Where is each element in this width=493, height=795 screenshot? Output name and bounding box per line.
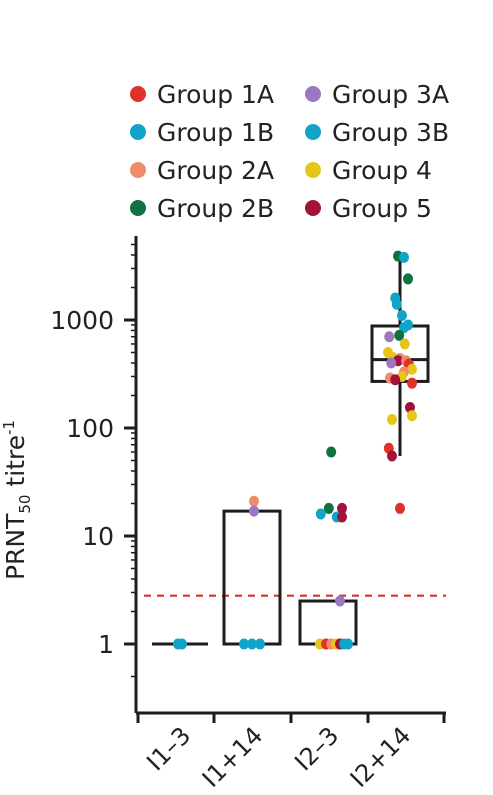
x-tick-label: I1–3	[141, 721, 196, 776]
data-point	[337, 511, 347, 523]
y-tick-label: 10	[82, 522, 114, 551]
legend-label: Group 5	[332, 194, 432, 223]
legend-label: Group 4	[332, 156, 432, 185]
data-point	[249, 505, 259, 517]
axis-layer: 1 10 100 1000 I1–3 I1+14 I2–3 I2+14	[50, 235, 446, 793]
data-point	[399, 338, 410, 350]
data-point	[394, 329, 405, 341]
data-point	[399, 322, 409, 334]
y-axis-label: PRNT50 titre-1	[0, 420, 34, 580]
legend-label: Group 1B	[157, 118, 274, 147]
legend-label: Group 1A	[157, 80, 274, 109]
data-point	[407, 377, 417, 389]
data-point	[405, 401, 415, 413]
data-point	[391, 298, 402, 310]
x-tick-label: I2–3	[289, 721, 344, 776]
y-tick-label: 100	[66, 414, 114, 443]
legend-marker	[130, 124, 146, 140]
y-axis-label-sub: 50	[16, 495, 34, 514]
legend-label: Group 2B	[157, 194, 274, 223]
box-rect	[298, 599, 358, 646]
data-point	[387, 413, 397, 425]
box-rect	[222, 509, 282, 646]
legend: Group 1A Group 1B Group 2A Group 2B Group 3A…	[130, 80, 449, 223]
legend-marker	[130, 86, 146, 102]
data-point	[326, 446, 337, 458]
legend-label: Group 2A	[157, 156, 274, 185]
data-point	[390, 374, 401, 386]
x-tick-label: I1+14	[197, 721, 268, 792]
data-point	[337, 502, 347, 514]
y-axis-label-mid: titre	[1, 435, 30, 495]
data-point	[335, 595, 345, 607]
y-tick-label: 1	[98, 630, 114, 659]
data-point	[386, 357, 397, 369]
legend-marker	[305, 124, 321, 140]
data-point	[384, 331, 395, 343]
box-2	[222, 509, 282, 646]
data-point	[343, 638, 353, 650]
legend-marker	[305, 86, 321, 102]
data-point	[397, 310, 407, 322]
data-point	[249, 495, 259, 507]
box-3	[298, 599, 358, 646]
data-point	[255, 638, 265, 650]
x-tick-label: I2+14	[345, 721, 416, 792]
y-tick-label: 1000	[50, 306, 114, 335]
legend-marker	[130, 162, 146, 178]
data-point	[403, 273, 413, 285]
data-point	[407, 410, 417, 422]
legend-label: Group 3A	[332, 80, 449, 109]
data-point	[387, 450, 397, 462]
data-point	[315, 508, 326, 520]
data-point	[407, 363, 417, 375]
y-axis-label-sup: -1	[0, 420, 18, 435]
legend-label: Group 3B	[332, 118, 449, 147]
legend-marker	[130, 200, 146, 216]
data-point	[239, 638, 249, 650]
data-point	[177, 638, 187, 650]
data-point	[323, 502, 334, 514]
point-layer	[173, 250, 417, 650]
data-point	[395, 502, 405, 514]
data-point	[399, 251, 409, 263]
legend-marker	[305, 162, 321, 178]
y-axis-label-prefix: PRNT	[1, 513, 30, 580]
legend-marker	[305, 200, 321, 216]
data-point	[247, 638, 257, 650]
